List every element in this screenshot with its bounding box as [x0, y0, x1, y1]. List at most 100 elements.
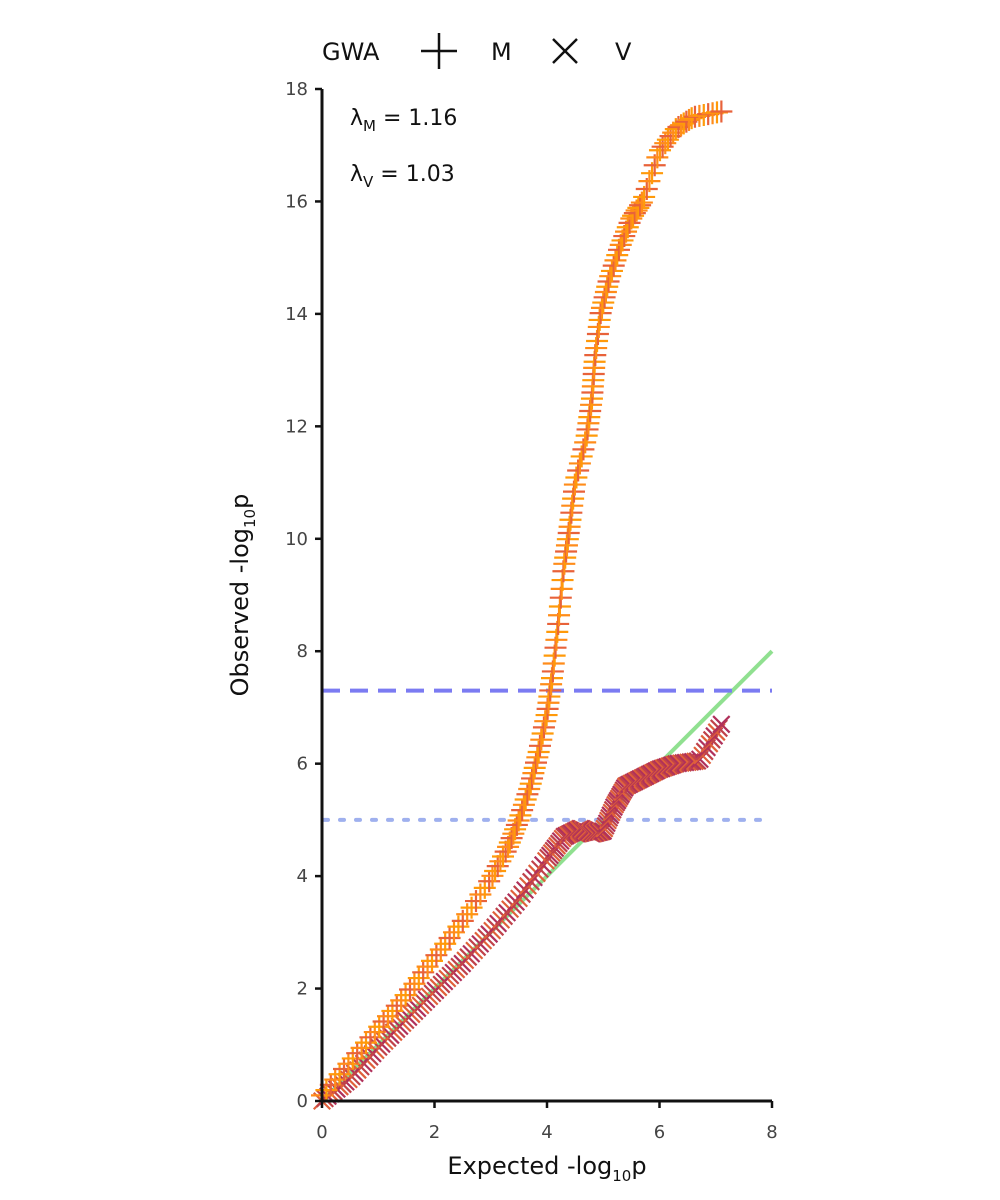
data-point-m	[494, 840, 517, 863]
data-point-m	[337, 1052, 360, 1075]
data-point-m	[511, 799, 534, 822]
series-m-points	[311, 100, 733, 1107]
data-point-m	[528, 734, 551, 757]
y-axis: 0 2 4 6 8 10 12 14 16 18	[285, 79, 324, 1112]
data-point-m	[346, 1042, 369, 1065]
lambda-v-annotation: λV = 1.03	[350, 162, 455, 191]
data-point-m	[527, 740, 550, 763]
y-tick-label: 8	[297, 641, 308, 662]
y-tick-label: 4	[297, 866, 308, 887]
legend-label-m: M	[491, 38, 512, 66]
plus-marker-icon	[421, 33, 457, 69]
data-point-m	[502, 822, 525, 845]
data-point-m	[403, 972, 426, 995]
data-point-m	[505, 813, 528, 836]
data-point-m	[407, 967, 430, 990]
x-axis: 0 2 4 6 8	[316, 1099, 778, 1143]
data-point-m	[416, 955, 439, 978]
x-tick-label: 0	[316, 1122, 327, 1143]
data-point-m	[484, 859, 507, 882]
data-point-m	[600, 259, 623, 282]
data-point-m	[498, 831, 521, 854]
data-point-m	[486, 855, 509, 878]
data-point-m	[398, 978, 421, 1001]
data-point-m	[530, 728, 553, 751]
data-point-m	[604, 249, 627, 272]
data-point-m	[597, 270, 620, 293]
data-point-m	[350, 1036, 373, 1059]
data-point-m	[504, 818, 527, 841]
data-point-m	[368, 1015, 391, 1038]
data-point-m	[615, 220, 638, 243]
series-v-points	[312, 715, 731, 1111]
data-point-m	[606, 244, 629, 267]
data-point-m	[412, 961, 435, 984]
data-point-m	[425, 944, 448, 967]
x-tick-label: 8	[766, 1122, 777, 1143]
data-point-m	[589, 302, 612, 325]
data-point-m	[592, 291, 615, 314]
data-points	[311, 100, 733, 1111]
legend-label-v: V	[615, 38, 632, 66]
data-point-m	[447, 915, 470, 938]
data-point-m	[429, 938, 452, 961]
data-point-m	[500, 827, 523, 850]
data-point-m	[532, 716, 555, 739]
x-tick-label: 4	[541, 1122, 552, 1143]
y-tick-label: 18	[285, 79, 308, 100]
data-point-m	[497, 835, 520, 858]
x-tick-label: 2	[429, 1122, 440, 1143]
y-tick-label: 10	[285, 529, 308, 550]
data-point-m	[390, 989, 413, 1012]
data-point-m	[359, 1026, 382, 1049]
y-tick-label: 12	[285, 416, 308, 437]
data-point-m	[522, 762, 545, 785]
data-point-m	[531, 722, 554, 745]
legend: GWA M V	[322, 33, 632, 69]
data-point-m	[519, 772, 542, 795]
y-tick-label: 6	[297, 754, 308, 775]
data-point-m	[492, 845, 515, 868]
x-marker-icon	[552, 38, 578, 64]
data-point-m	[315, 1079, 338, 1102]
data-point-m	[394, 984, 417, 1007]
y-tick-label: 0	[297, 1091, 308, 1112]
data-point-m	[590, 296, 613, 319]
data-point-m	[613, 225, 636, 248]
data-point-m	[594, 281, 617, 304]
legend-title: GWA	[322, 38, 380, 66]
data-point-m	[478, 870, 501, 893]
data-point-m	[489, 850, 512, 873]
data-point-m	[324, 1068, 347, 1091]
y-axis-title: Observed -log10p	[226, 494, 259, 697]
data-point-m	[602, 254, 625, 277]
data-point-m	[526, 746, 549, 769]
data-point-m	[332, 1057, 355, 1080]
data-point-m	[675, 110, 698, 133]
data-point-m	[438, 927, 461, 950]
data-point-m	[607, 238, 630, 261]
data-point-m	[363, 1021, 386, 1044]
data-point-m	[381, 999, 404, 1022]
y-tick-label: 2	[297, 979, 308, 1000]
data-point-m	[678, 108, 701, 131]
data-point-m	[525, 751, 548, 774]
data-point-m	[599, 265, 622, 288]
data-point-m	[596, 275, 619, 298]
data-point-m	[521, 767, 544, 790]
data-point-m	[710, 100, 733, 123]
data-point-m	[328, 1063, 351, 1086]
data-point-m	[514, 788, 537, 811]
data-point-m	[593, 286, 616, 309]
data-point-m	[434, 932, 457, 955]
data-point-m	[609, 233, 632, 256]
data-point-m	[481, 864, 504, 887]
data-point-m	[611, 229, 634, 252]
y-tick-label: 14	[285, 304, 308, 325]
lambda-m-annotation: λM = 1.16	[350, 106, 457, 135]
data-point-m	[523, 756, 546, 779]
data-point-m	[420, 949, 443, 972]
data-point-m	[534, 710, 557, 733]
data-point-m	[354, 1031, 377, 1054]
